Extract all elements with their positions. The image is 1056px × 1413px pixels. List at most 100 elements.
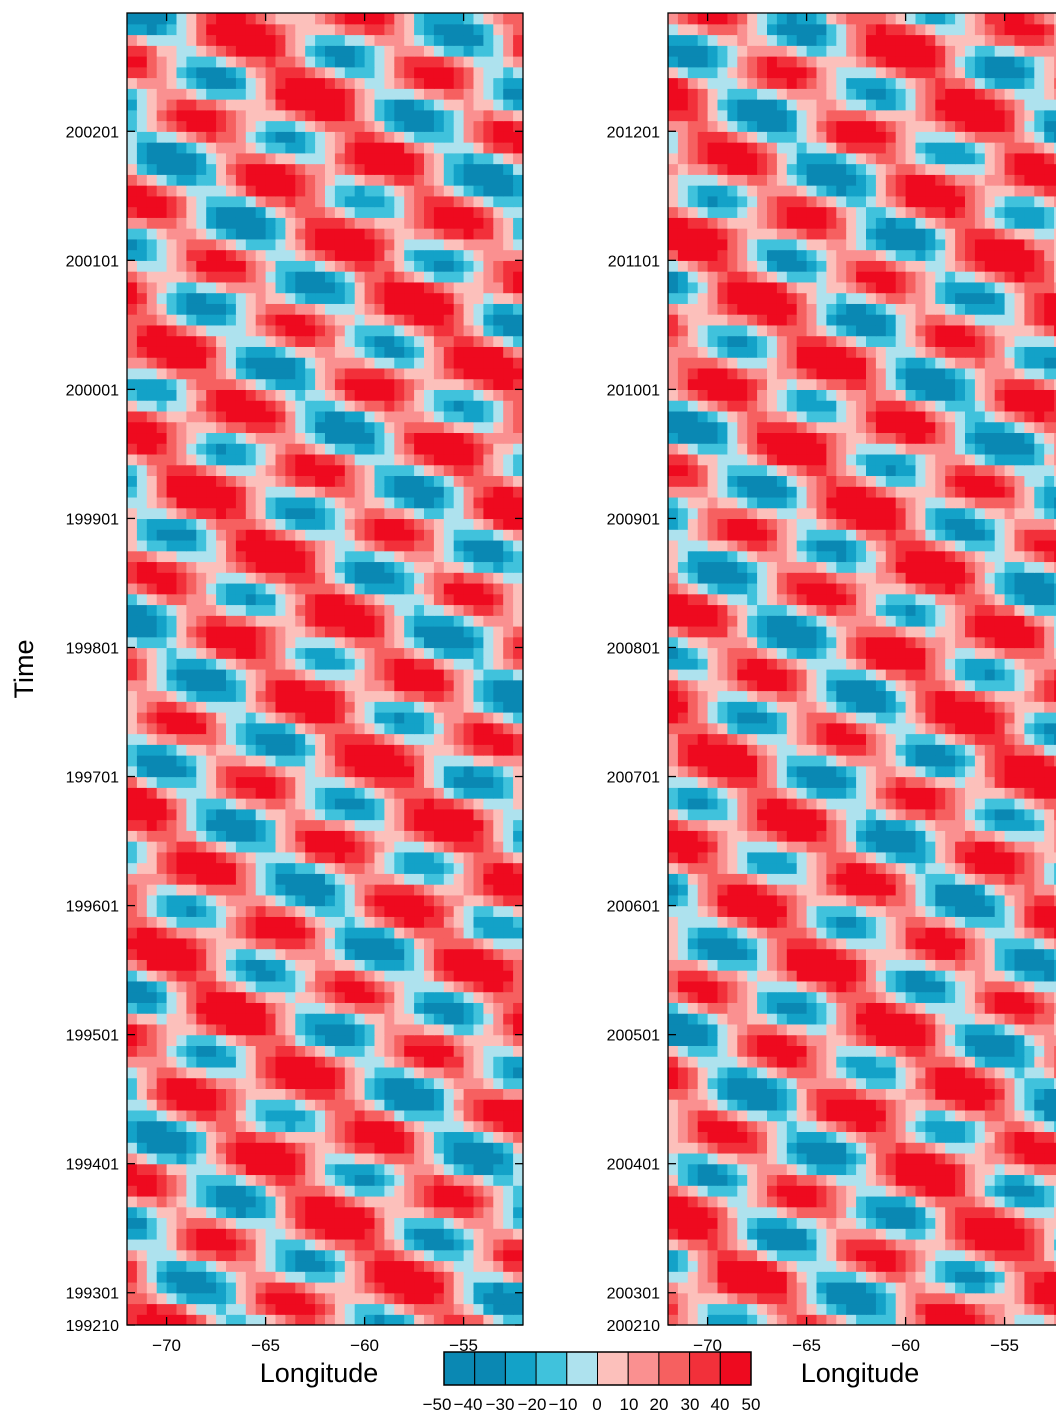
heatmap-cell xyxy=(453,324,465,337)
heatmap-cell xyxy=(127,1045,138,1057)
heatmap-cell xyxy=(255,217,267,229)
heatmap-cell xyxy=(275,443,286,455)
heatmap-cell xyxy=(176,1013,187,1025)
heatmap-cell xyxy=(305,23,316,36)
heatmap-cell xyxy=(305,475,316,487)
heatmap-cell xyxy=(453,464,465,477)
heatmap-cell xyxy=(483,927,494,939)
heatmap-cell xyxy=(245,400,257,412)
heatmap-cell xyxy=(394,1217,405,1229)
heatmap-cell xyxy=(226,851,237,864)
heatmap-cell xyxy=(206,615,217,627)
heatmap-cell xyxy=(344,690,356,702)
heatmap-cell xyxy=(325,733,336,745)
heatmap-cell xyxy=(226,475,237,487)
heatmap-cell xyxy=(915,1314,926,1325)
heatmap-cell xyxy=(384,905,395,917)
heatmap-cell xyxy=(394,357,405,369)
heatmap-cell xyxy=(433,991,445,1003)
heatmap-cell xyxy=(235,1249,247,1262)
heatmap-cell xyxy=(433,238,445,251)
heatmap-cell xyxy=(483,1088,494,1100)
heatmap-cell xyxy=(305,1088,316,1100)
heatmap-cell xyxy=(384,615,395,627)
heatmap-cell xyxy=(285,1002,296,1014)
heatmap-cell xyxy=(344,658,356,670)
heatmap-cell xyxy=(226,303,237,315)
heatmap-cell xyxy=(433,421,445,434)
heatmap-cell xyxy=(374,206,385,218)
heatmap-cell xyxy=(255,582,267,595)
heatmap-cell xyxy=(483,572,494,584)
heatmap-cell xyxy=(295,991,306,1003)
heatmap-cell xyxy=(235,539,247,552)
heatmap-cell xyxy=(166,787,178,799)
heatmap-cell xyxy=(146,249,158,261)
heatmap-cell xyxy=(513,324,523,337)
heatmap-cell xyxy=(483,733,494,745)
heatmap-cell xyxy=(166,1066,178,1079)
heatmap-cell xyxy=(315,679,326,692)
heatmap-cell xyxy=(483,755,494,767)
heatmap-cell xyxy=(364,45,376,57)
heatmap-cell xyxy=(503,798,514,810)
heatmap-cell xyxy=(265,1099,277,1111)
heatmap-cell xyxy=(305,690,316,702)
heatmap-cell xyxy=(384,99,395,111)
heatmap-cell xyxy=(305,1195,316,1208)
heatmap-cell xyxy=(463,819,475,831)
heatmap-cell xyxy=(285,765,296,778)
heatmap-cell xyxy=(186,174,197,186)
heatmap-cell xyxy=(424,1099,435,1111)
heatmap-cell xyxy=(414,561,425,573)
heatmap-cell xyxy=(235,421,247,434)
heatmap-cell xyxy=(156,228,168,240)
heatmap-cell xyxy=(443,152,455,165)
heatmap-cell xyxy=(285,1281,296,1294)
heatmap-cell xyxy=(206,163,217,175)
heatmap-cell xyxy=(334,615,346,627)
heatmap-cell xyxy=(717,1314,728,1325)
heatmap-cell xyxy=(295,927,306,939)
heatmap-cell xyxy=(156,163,168,175)
heatmap-cell xyxy=(186,163,197,175)
heatmap-cell xyxy=(196,152,207,165)
heatmap-cell xyxy=(305,862,316,874)
heatmap-cell xyxy=(433,1045,445,1057)
heatmap-cell xyxy=(473,185,484,197)
heatmap-cell xyxy=(875,1314,887,1325)
heatmap-cell xyxy=(483,744,494,756)
heatmap-cell xyxy=(483,722,494,735)
heatmap-cell xyxy=(226,357,237,369)
heatmap-cell xyxy=(295,539,306,552)
heatmap-cell xyxy=(453,367,465,380)
heatmap-cell xyxy=(493,66,504,79)
heatmap-cell xyxy=(235,701,247,713)
heatmap-cell xyxy=(156,927,168,939)
heatmap-cell xyxy=(384,217,395,229)
heatmap-cell xyxy=(503,195,514,208)
heatmap-cell xyxy=(473,894,484,907)
heatmap-cell xyxy=(285,862,296,874)
heatmap-cell xyxy=(473,1303,484,1315)
heatmap-cell xyxy=(483,1109,494,1122)
heatmap-cell xyxy=(493,1152,504,1165)
heatmap-cell xyxy=(344,109,356,122)
heatmap-cell xyxy=(255,604,267,616)
heatmap-cell xyxy=(374,1228,385,1240)
heatmap-cells xyxy=(668,13,1056,1325)
heatmap-cell xyxy=(513,830,523,842)
heatmap-cell xyxy=(295,400,306,412)
heatmap-cell xyxy=(325,1131,336,1143)
heatmap-cell xyxy=(275,378,286,390)
heatmap-cell xyxy=(493,1066,504,1079)
heatmap-cell xyxy=(146,937,158,950)
heatmap-cell xyxy=(315,185,326,197)
heatmap-cell xyxy=(245,819,257,831)
heatmap-cell xyxy=(433,88,445,100)
heatmap-cell xyxy=(255,561,267,573)
heatmap-cell xyxy=(493,980,504,993)
heatmap-cell xyxy=(216,142,227,154)
heatmap-cell xyxy=(394,1271,405,1283)
heatmap-cell xyxy=(443,884,455,896)
